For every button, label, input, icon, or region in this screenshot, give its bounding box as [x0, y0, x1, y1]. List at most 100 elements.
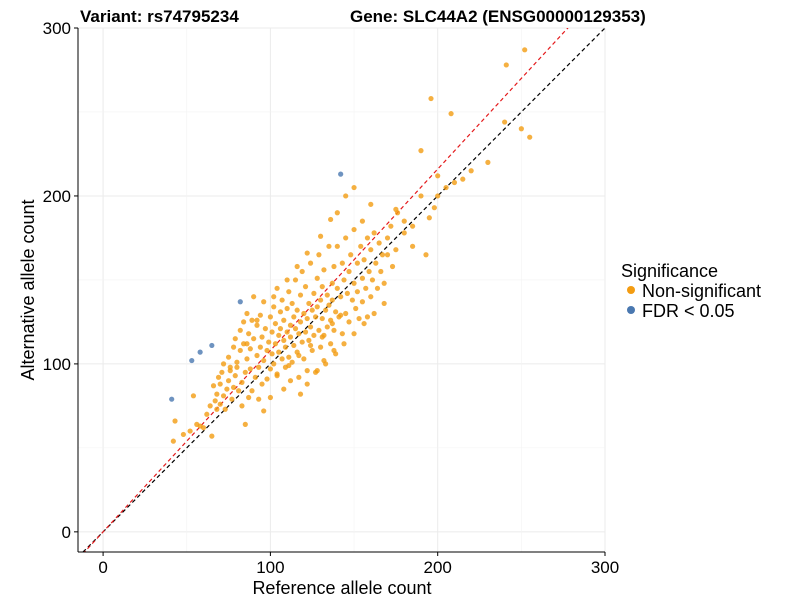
- point-non-significant: [364, 235, 371, 241]
- point-non-significant: [503, 62, 509, 68]
- point-non-significant: [314, 275, 320, 281]
- point-non-significant: [225, 378, 232, 384]
- point-non-significant: [170, 438, 176, 444]
- point-non-significant: [291, 314, 297, 320]
- point-non-significant: [443, 184, 449, 191]
- point-non-significant: [259, 381, 265, 387]
- point-non-significant: [301, 356, 307, 362]
- point-non-significant: [277, 309, 284, 315]
- point-non-significant: [249, 317, 255, 323]
- x-tick-label: 300: [591, 558, 619, 577]
- legend-marker-non-significant: [627, 286, 635, 294]
- legend: Significance Non-significant FDR < 0.05: [621, 261, 761, 321]
- point-non-significant: [289, 300, 295, 307]
- point-non-significant: [319, 284, 325, 290]
- point-non-significant: [256, 396, 262, 402]
- point-non-significant: [267, 366, 273, 372]
- point-non-significant: [304, 250, 310, 256]
- point-non-significant: [393, 247, 399, 253]
- point-non-significant: [311, 332, 317, 338]
- point-non-significant: [276, 349, 282, 355]
- point-non-significant: [242, 369, 248, 375]
- point-non-significant: [217, 401, 223, 407]
- point-non-significant: [301, 310, 307, 317]
- point-non-significant: [190, 393, 197, 399]
- point-non-significant: [225, 354, 232, 360]
- point-non-significant: [220, 361, 227, 367]
- point-non-significant: [376, 240, 382, 246]
- point-non-significant: [364, 314, 371, 320]
- point-non-significant: [334, 243, 340, 249]
- point-non-significant: [219, 369, 225, 375]
- point-non-significant: [274, 285, 280, 291]
- point-non-significant: [373, 260, 379, 266]
- point-non-significant: [368, 294, 374, 300]
- y-tick-label: 300: [43, 19, 71, 38]
- point-non-significant: [266, 339, 272, 345]
- y-tick-label: 100: [43, 355, 71, 374]
- point-non-significant: [289, 359, 295, 365]
- point-non-significant: [220, 393, 227, 399]
- point-non-significant: [302, 329, 309, 335]
- point-non-significant: [214, 406, 220, 412]
- point-non-significant: [287, 378, 294, 384]
- point-non-significant: [341, 277, 347, 283]
- y-tick-label: 200: [43, 187, 71, 206]
- point-non-significant: [244, 341, 250, 347]
- point-non-significant: [359, 218, 366, 224]
- point-non-significant: [254, 317, 260, 323]
- point-non-significant: [246, 394, 252, 401]
- point-non-significant: [252, 374, 258, 380]
- point-non-significant: [281, 337, 287, 343]
- point-non-significant: [297, 319, 304, 325]
- point-non-significant: [269, 351, 275, 357]
- axes: 0 100 200 300 0 100 200 300: [43, 19, 620, 577]
- point-non-significant: [314, 304, 320, 310]
- point-non-significant: [410, 223, 416, 229]
- point-non-significant: [284, 305, 290, 312]
- point-non-significant: [239, 403, 245, 409]
- point-non-significant: [368, 247, 374, 253]
- point-non-significant: [302, 284, 309, 290]
- point-non-significant: [224, 386, 230, 392]
- point-non-significant: [284, 329, 290, 335]
- point-non-significant: [261, 299, 267, 305]
- point-non-significant: [331, 347, 337, 354]
- point-non-significant: [291, 342, 297, 349]
- point-non-significant: [286, 362, 292, 369]
- point-non-significant: [299, 339, 305, 345]
- point-non-significant: [344, 290, 350, 296]
- point-non-significant: [326, 302, 332, 308]
- point-non-significant: [239, 379, 245, 385]
- point-non-significant: [286, 354, 292, 360]
- point-non-significant: [281, 386, 287, 392]
- point-non-significant: [312, 314, 319, 320]
- point-non-significant: [343, 193, 349, 199]
- legend-marker-fdr: [627, 306, 635, 314]
- point-non-significant: [230, 384, 237, 391]
- data-points: [169, 47, 533, 444]
- point-non-significant: [292, 326, 299, 332]
- point-non-significant: [259, 334, 265, 340]
- point-non-significant: [249, 388, 255, 394]
- point-non-significant: [451, 179, 458, 186]
- grid: [78, 27, 606, 552]
- point-non-significant: [326, 243, 332, 249]
- point-non-significant: [435, 173, 441, 179]
- point-non-significant: [329, 297, 335, 303]
- point-non-significant: [277, 326, 284, 332]
- point-non-significant: [334, 210, 340, 216]
- legend-label-fdr: FDR < 0.05: [642, 301, 735, 321]
- point-non-significant: [307, 260, 314, 266]
- point-non-significant: [307, 342, 314, 349]
- point-non-significant: [418, 193, 424, 199]
- point-non-significant: [323, 307, 329, 313]
- point-non-significant: [388, 223, 394, 229]
- point-non-significant: [343, 235, 349, 241]
- point-non-significant: [237, 327, 243, 333]
- x-tick-label: 0: [98, 558, 107, 577]
- point-non-significant: [242, 421, 248, 427]
- point-non-significant: [279, 297, 285, 303]
- point-non-significant: [353, 305, 359, 312]
